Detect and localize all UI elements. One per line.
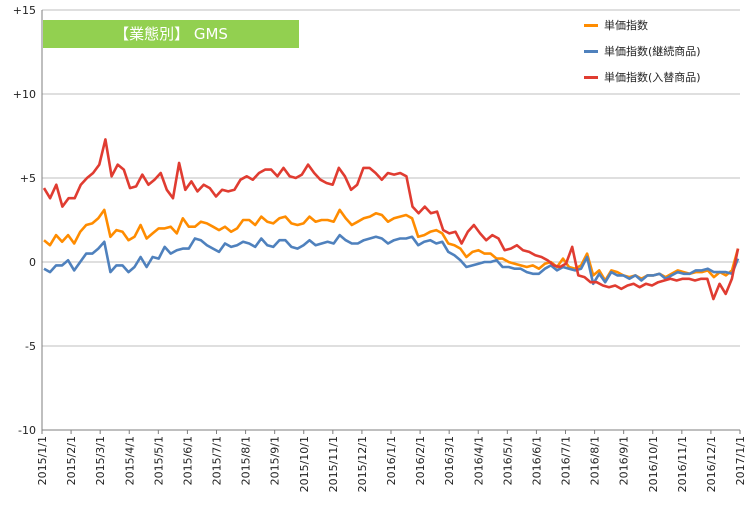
y-tick-label: 0 [29, 256, 36, 269]
y-tick-label: -5 [25, 340, 36, 353]
x-tick-label: 2016/1/1 [385, 436, 398, 485]
x-tick-label: 2016/7/1 [560, 436, 573, 485]
x-tick-label: 2016/5/1 [501, 436, 514, 485]
chart-title-box: 【業態別】 GMS [43, 20, 299, 48]
chart-title: 【業態別】 GMS [114, 25, 228, 43]
series-line-1 [43, 233, 740, 286]
x-tick-label: 2016/11/1 [676, 436, 689, 492]
x-tick-label: 2016/4/1 [472, 436, 485, 485]
legend-item-unit-price: 単価指数 [584, 18, 701, 32]
x-tick-label: 2016/10/1 [647, 436, 660, 492]
legend-label: 単価指数 [604, 19, 648, 32]
x-tick-label: 2015/1/1 [36, 436, 49, 485]
series-line-2 [42, 138, 740, 301]
legend-label: 単価指数(入替商品) [604, 71, 701, 84]
x-tick-label: 2015/12/1 [356, 436, 369, 492]
x-tick-label: 2016/9/1 [618, 436, 631, 485]
x-tick-label: 2016/12/1 [705, 436, 718, 492]
x-tick-label: 2015/8/1 [240, 436, 253, 485]
legend: 単価指数 単価指数(継続商品) 単価指数(入替商品) [584, 18, 701, 96]
x-tick-label: 2015/11/1 [327, 436, 340, 492]
legend-item-continuing: 単価指数(継続商品) [584, 44, 701, 58]
x-tick-label: 2015/10/1 [298, 436, 311, 492]
x-axis: 2015/1/1 2015/2/1 2015/3/1 2015/4/1 2015/5/1… [36, 429, 745, 492]
x-tick-label: 2015/2/1 [65, 436, 78, 485]
legend-label: 単価指数(継続商品) [604, 45, 701, 58]
x-tick-label: 2016/2/1 [414, 436, 427, 485]
series-line-0 [43, 208, 740, 282]
x-tick-label: 2015/4/1 [123, 436, 136, 485]
x-tick-label: 2015/7/1 [211, 436, 224, 485]
x-tick-label: 2016/8/1 [589, 436, 602, 485]
y-tick-label: +10 [13, 88, 36, 101]
legend-swatch [584, 75, 598, 79]
y-tick-label: +15 [13, 4, 36, 17]
legend-item-replaced: 単価指数(入替商品) [584, 70, 701, 84]
x-tick-label: 2016/3/1 [443, 436, 456, 485]
x-tick-label: 2015/3/1 [94, 436, 107, 485]
x-tick-label: 2016/6/1 [530, 436, 543, 485]
x-tick-label: 2015/6/1 [181, 436, 194, 485]
x-tick-label: 2015/5/1 [152, 436, 165, 485]
y-tick-label: -10 [18, 424, 36, 437]
y-tick-label: +5 [20, 172, 36, 185]
legend-swatch [584, 23, 598, 27]
x-tick-label: 2017/1/1 [734, 436, 745, 485]
legend-swatch [584, 49, 598, 53]
x-tick-label: 2015/9/1 [269, 436, 282, 485]
y-axis: +15 +10 +5 0 -5 -10 [13, 4, 43, 437]
series-lines [42, 138, 740, 301]
